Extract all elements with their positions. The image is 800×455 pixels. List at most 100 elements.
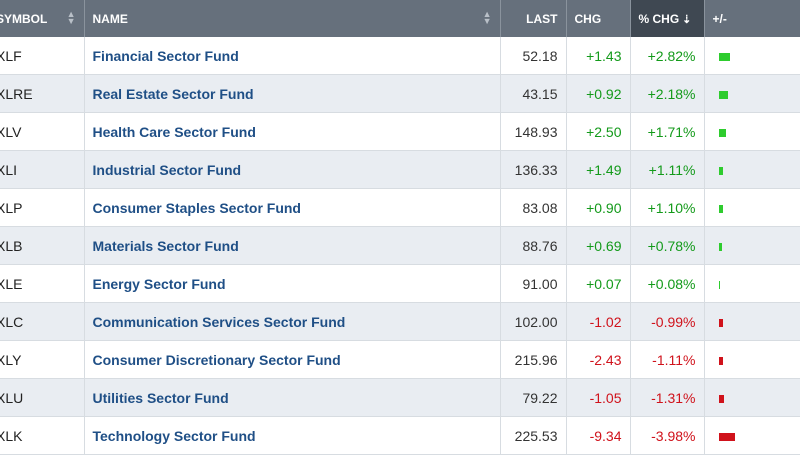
plus-minus-cell bbox=[704, 226, 800, 265]
chg-cell: -1.05 bbox=[566, 378, 631, 417]
change-bar bbox=[718, 128, 726, 137]
plus-minus-cell bbox=[704, 378, 800, 417]
symbol-cell[interactable]: XLC bbox=[0, 302, 85, 341]
symbol-cell[interactable]: XLP bbox=[0, 188, 85, 227]
pct-chg-cell: +1.71% bbox=[630, 112, 705, 151]
column-header-plus-minus-label: +/- bbox=[712, 11, 727, 26]
last-cell: 52.18 bbox=[500, 37, 567, 75]
table-row[interactable]: XLP Consumer Staples Sector Fund 83.08 +0.9… bbox=[0, 188, 800, 227]
name-link[interactable]: Health Care Sector Fund bbox=[84, 112, 501, 151]
table-row[interactable]: XLU Utilities Sector Fund 79.22 -1.05 -1.31% bbox=[0, 378, 800, 417]
sort-descending-icon[interactable]: ⇣ bbox=[682, 13, 692, 26]
symbol-cell[interactable]: XLRE bbox=[0, 74, 85, 113]
name-link[interactable]: Financial Sector Fund bbox=[84, 37, 501, 75]
plus-minus-cell bbox=[704, 416, 800, 455]
symbol-cell[interactable]: XLK bbox=[0, 416, 85, 455]
pct-chg-cell: -0.99% bbox=[630, 302, 705, 341]
column-header-name[interactable]: NAME ▲ ▼ bbox=[84, 0, 501, 37]
change-bar bbox=[718, 204, 723, 213]
column-header-pct-chg-label: % CHG bbox=[638, 11, 680, 26]
name-link[interactable]: Consumer Discretionary Sector Fund bbox=[84, 340, 501, 379]
plus-minus-cell bbox=[704, 37, 800, 75]
plus-minus-cell bbox=[704, 112, 800, 151]
symbol-cell[interactable]: XLV bbox=[0, 112, 85, 151]
plus-minus-cell bbox=[704, 150, 800, 189]
symbol-cell[interactable]: XLI bbox=[0, 150, 85, 189]
pct-chg-cell: -1.31% bbox=[630, 378, 705, 417]
last-cell: 83.08 bbox=[500, 188, 567, 227]
chg-cell: +0.69 bbox=[566, 226, 631, 265]
last-cell: 79.22 bbox=[500, 378, 567, 417]
name-link[interactable]: Utilities Sector Fund bbox=[84, 378, 501, 417]
name-link[interactable]: Industrial Sector Fund bbox=[84, 150, 501, 189]
pct-chg-cell: +2.82% bbox=[630, 37, 705, 75]
last-cell: 91.00 bbox=[500, 264, 567, 303]
last-cell: 225.53 bbox=[500, 416, 567, 455]
column-header-pct-chg[interactable]: % CHG ⇣ bbox=[630, 0, 705, 37]
table-header: SYMBOL ▲ ▼ NAME ▲ ▼ LAST CHG % CHG ⇣ +/- bbox=[0, 0, 800, 37]
chg-cell: +1.49 bbox=[566, 150, 631, 189]
last-cell: 136.33 bbox=[500, 150, 567, 189]
chg-cell: +0.07 bbox=[566, 264, 631, 303]
column-header-plus-minus[interactable]: +/- bbox=[704, 0, 800, 37]
change-bar bbox=[718, 242, 722, 251]
name-link[interactable]: Energy Sector Fund bbox=[84, 264, 501, 303]
chg-cell: -9.34 bbox=[566, 416, 631, 455]
column-header-symbol[interactable]: SYMBOL ▲ ▼ bbox=[0, 0, 85, 37]
pct-chg-cell: +1.10% bbox=[630, 188, 705, 227]
column-header-last-label: LAST bbox=[526, 11, 558, 26]
table-body: XLF Financial Sector Fund 52.18 +1.43 +2.82%… bbox=[0, 37, 800, 455]
name-link[interactable]: Communication Services Sector Fund bbox=[84, 302, 501, 341]
table-row[interactable]: XLI Industrial Sector Fund 136.33 +1.49 +1.1… bbox=[0, 150, 800, 189]
pct-chg-cell: +2.18% bbox=[630, 74, 705, 113]
symbol-cell[interactable]: XLU bbox=[0, 378, 85, 417]
symbol-cell[interactable]: XLE bbox=[0, 264, 85, 303]
chg-cell: +0.90 bbox=[566, 188, 631, 227]
column-header-name-label: NAME bbox=[92, 11, 128, 26]
column-header-last[interactable]: LAST bbox=[500, 0, 567, 37]
plus-minus-cell bbox=[704, 74, 800, 113]
name-link[interactable]: Materials Sector Fund bbox=[84, 226, 501, 265]
last-cell: 88.76 bbox=[500, 226, 567, 265]
change-bar bbox=[718, 52, 730, 61]
table-row[interactable]: XLRE Real Estate Sector Fund 43.15 +0.92 +2.… bbox=[0, 74, 800, 113]
change-bar bbox=[718, 280, 720, 289]
table-row[interactable]: XLY Consumer Discretionary Sector Fund 215… bbox=[0, 340, 800, 379]
symbol-cell[interactable]: XLY bbox=[0, 340, 85, 379]
column-header-chg-label: CHG bbox=[574, 11, 602, 26]
name-link[interactable]: Real Estate Sector Fund bbox=[84, 74, 501, 113]
last-cell: 148.93 bbox=[500, 112, 567, 151]
table-row[interactable]: XLE Energy Sector Fund 91.00 +0.07 +0.08% bbox=[0, 264, 800, 303]
sort-icon[interactable]: ▲ ▼ bbox=[66, 9, 76, 26]
pct-chg-cell: +0.08% bbox=[630, 264, 705, 303]
column-header-chg[interactable]: CHG bbox=[566, 0, 631, 37]
change-bar bbox=[718, 432, 735, 441]
table-row[interactable]: XLB Materials Sector Fund 88.76 +0.69 +0.78% bbox=[0, 226, 800, 265]
table-row[interactable]: XLK Technology Sector Fund 225.53 -9.34 -3.9… bbox=[0, 416, 800, 455]
chg-cell: +1.43 bbox=[566, 37, 631, 75]
symbol-cell[interactable]: XLB bbox=[0, 226, 85, 265]
chg-cell: +0.92 bbox=[566, 74, 631, 113]
table-row[interactable]: XLC Communication Services Sector Fund 102… bbox=[0, 302, 800, 341]
last-cell: 215.96 bbox=[500, 340, 567, 379]
change-bar bbox=[718, 318, 723, 327]
symbol-cell[interactable]: XLF bbox=[0, 37, 85, 75]
sort-icon[interactable]: ▲ ▼ bbox=[482, 9, 492, 26]
pct-chg-cell: -1.11% bbox=[630, 340, 705, 379]
plus-minus-cell bbox=[704, 264, 800, 303]
chg-cell: -1.02 bbox=[566, 302, 631, 341]
change-bar bbox=[718, 394, 724, 403]
name-link[interactable]: Technology Sector Fund bbox=[84, 416, 501, 455]
name-link[interactable]: Consumer Staples Sector Fund bbox=[84, 188, 501, 227]
table-row[interactable]: XLF Financial Sector Fund 52.18 +1.43 +2.82% bbox=[0, 37, 800, 75]
plus-minus-cell bbox=[704, 188, 800, 227]
table-row[interactable]: XLV Health Care Sector Fund 148.93 +2.50 +1.… bbox=[0, 112, 800, 151]
change-bar bbox=[718, 90, 728, 99]
chg-cell: -2.43 bbox=[566, 340, 631, 379]
column-header-symbol-label: SYMBOL bbox=[0, 11, 48, 26]
pct-chg-cell: -3.98% bbox=[630, 416, 705, 455]
last-cell: 102.00 bbox=[500, 302, 567, 341]
plus-minus-cell bbox=[704, 340, 800, 379]
pct-chg-cell: +0.78% bbox=[630, 226, 705, 265]
